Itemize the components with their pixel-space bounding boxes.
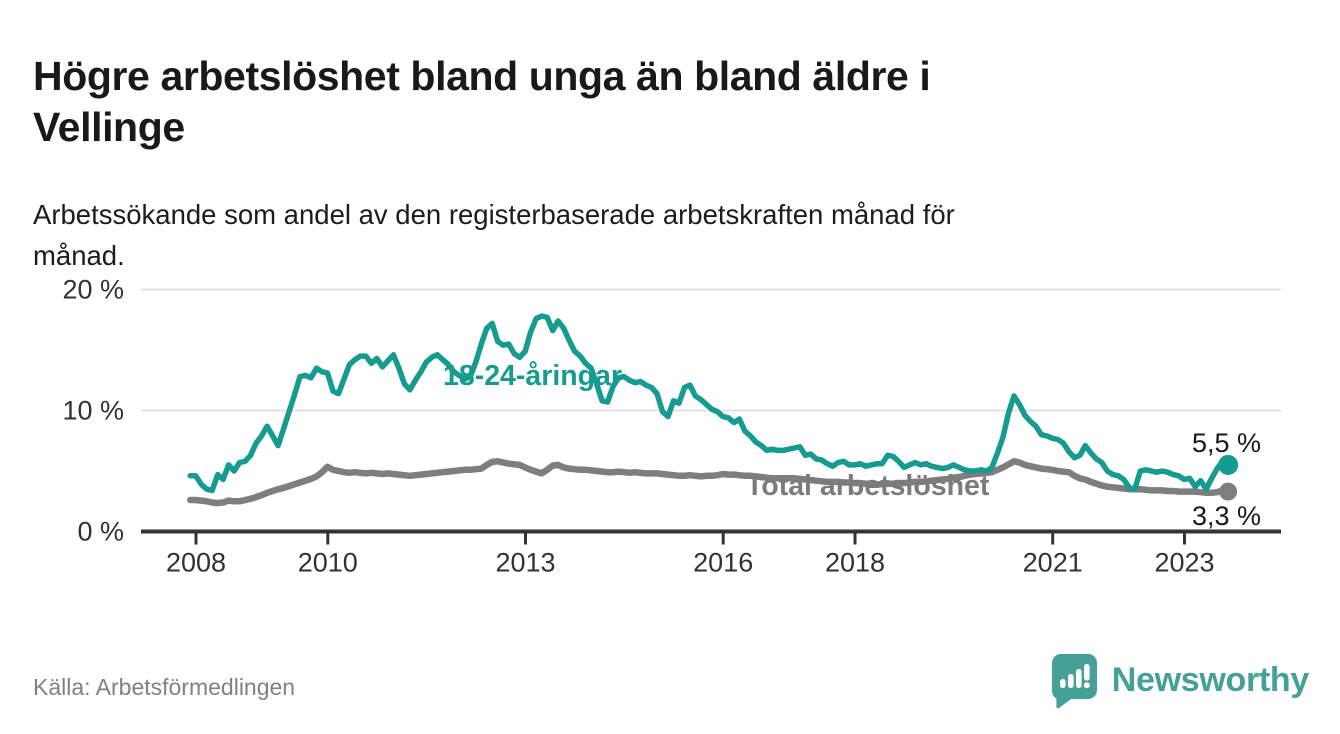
- svg-text:10 %: 10 %: [62, 396, 124, 426]
- chart-plot-area: 0 % 10 % 20 % 2008 2010 2013 2016 2018 2021 2023: [62, 275, 1281, 578]
- svg-text:2021: 2021: [1023, 548, 1083, 578]
- svg-text:2016: 2016: [693, 548, 753, 578]
- bar-chart-glyph: [1059, 664, 1090, 689]
- speech-bubble-shape: [1051, 654, 1097, 709]
- end-value-label-youth: 5,5 %: [1192, 428, 1261, 458]
- chart-subtitle-line-1: Arbetssökande som andel av den registerb…: [33, 198, 955, 230]
- svg-text:2010: 2010: [298, 548, 358, 578]
- svg-text:2008: 2008: [166, 548, 226, 578]
- unemployment-line-chart: 0 %10 %20 %2008 2010 2013 2016 2018 2021 2023 …: [62, 275, 1281, 578]
- source-note: Källa: Arbetsförmedlingen: [33, 674, 296, 700]
- svg-text:2018: 2018: [825, 548, 885, 578]
- svg-text:20 %: 20 %: [62, 275, 124, 305]
- chart-subtitle-line-2: månad.: [33, 239, 125, 271]
- newsworthy-logo-icon: [1051, 654, 1097, 709]
- svg-text:2023: 2023: [1154, 548, 1214, 578]
- series-label-total: Total arbetslöshet: [746, 470, 990, 502]
- page-title: Högre arbetslöshet bland unga än bland ä…: [33, 51, 1313, 153]
- page-title-line-1: Högre arbetslöshet bland unga än bland ä…: [33, 53, 931, 100]
- chart-subtitle: Arbetssökande som andel av den registerb…: [33, 194, 1313, 276]
- svg-text:0 %: 0 %: [77, 517, 124, 547]
- brand-wordmark: Newsworthy: [1111, 661, 1310, 699]
- end-value-label-total: 3,3 %: [1192, 501, 1261, 531]
- series-label-youth: 18-24-åringar: [443, 360, 622, 392]
- chart-annotations: 18-24-åringar Total arbetslöshet 5,5 % 3…: [443, 360, 1261, 531]
- page-title-line-2: Vellinge: [33, 104, 185, 151]
- newsworthy-brand[interactable]: Newsworthy: [1049, 652, 1309, 709]
- svg-text:2013: 2013: [495, 548, 555, 578]
